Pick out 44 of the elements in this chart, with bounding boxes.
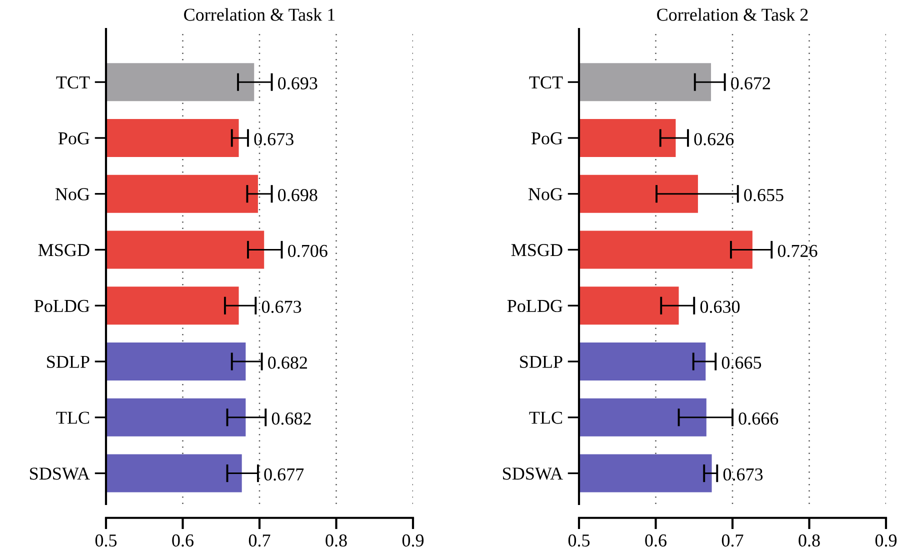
data-label: 0.655: [744, 188, 784, 202]
data-label: 0.672: [731, 77, 770, 90]
data-label: 0.706: [288, 244, 328, 258]
x-tick-label: 0.9: [402, 534, 424, 547]
y-tick-label: NoG: [55, 188, 90, 200]
y-tick-label: SDLP: [47, 356, 90, 368]
y-tick-label: TCT: [56, 76, 90, 89]
data-label: 0.682: [268, 356, 307, 369]
y-tick-label: NoG: [528, 188, 562, 200]
chart-title: Correlation & Task 2: [657, 8, 808, 21]
x-tick-label: 0.7: [722, 534, 744, 547]
data-label: 0.673: [262, 300, 302, 313]
data-label: 0.698: [278, 188, 318, 202]
y-tick-label: PoLDG: [507, 300, 562, 312]
x-tick-label: 0.5: [568, 534, 590, 547]
y-tick-label: PoLDG: [34, 300, 90, 312]
data-label: 0.626: [694, 133, 734, 146]
y-tick-label: TCT: [529, 76, 563, 89]
data-label: 0.673: [723, 468, 763, 481]
data-label: 0.666: [738, 412, 778, 425]
y-tick-label: MSGD: [511, 244, 562, 256]
data-label: 0.673: [254, 133, 294, 146]
y-tick-label: SDLP: [520, 356, 562, 368]
data-label: 0.665: [722, 356, 762, 369]
data-label: 0.682: [272, 412, 311, 425]
y-tick-label: MSGD: [38, 244, 90, 256]
y-tick-label: TLC: [56, 412, 90, 424]
y-tick-label: PoG: [58, 132, 90, 144]
y-tick-label: SDSWA: [30, 468, 90, 480]
x-tick-label: 0.6: [172, 534, 194, 547]
x-tick-label: 0.8: [326, 534, 347, 547]
data-label: 0.630: [700, 300, 740, 313]
chart-title: Correlation & Task 1: [184, 8, 335, 21]
x-tick-label: 0.5: [95, 534, 117, 547]
data-label: 0.726: [778, 244, 818, 258]
y-tick-label: SDSWA: [503, 468, 563, 480]
data-label: 0.693: [278, 77, 318, 90]
x-tick-label: 0.8: [798, 534, 820, 547]
data-label: 0.677: [264, 468, 304, 481]
y-tick-label: PoG: [531, 132, 562, 144]
x-tick-label: 0.9: [875, 534, 897, 547]
x-tick-label: 0.7: [248, 534, 270, 547]
x-tick-label: 0.6: [645, 534, 666, 547]
y-tick-label: TLC: [529, 412, 562, 424]
